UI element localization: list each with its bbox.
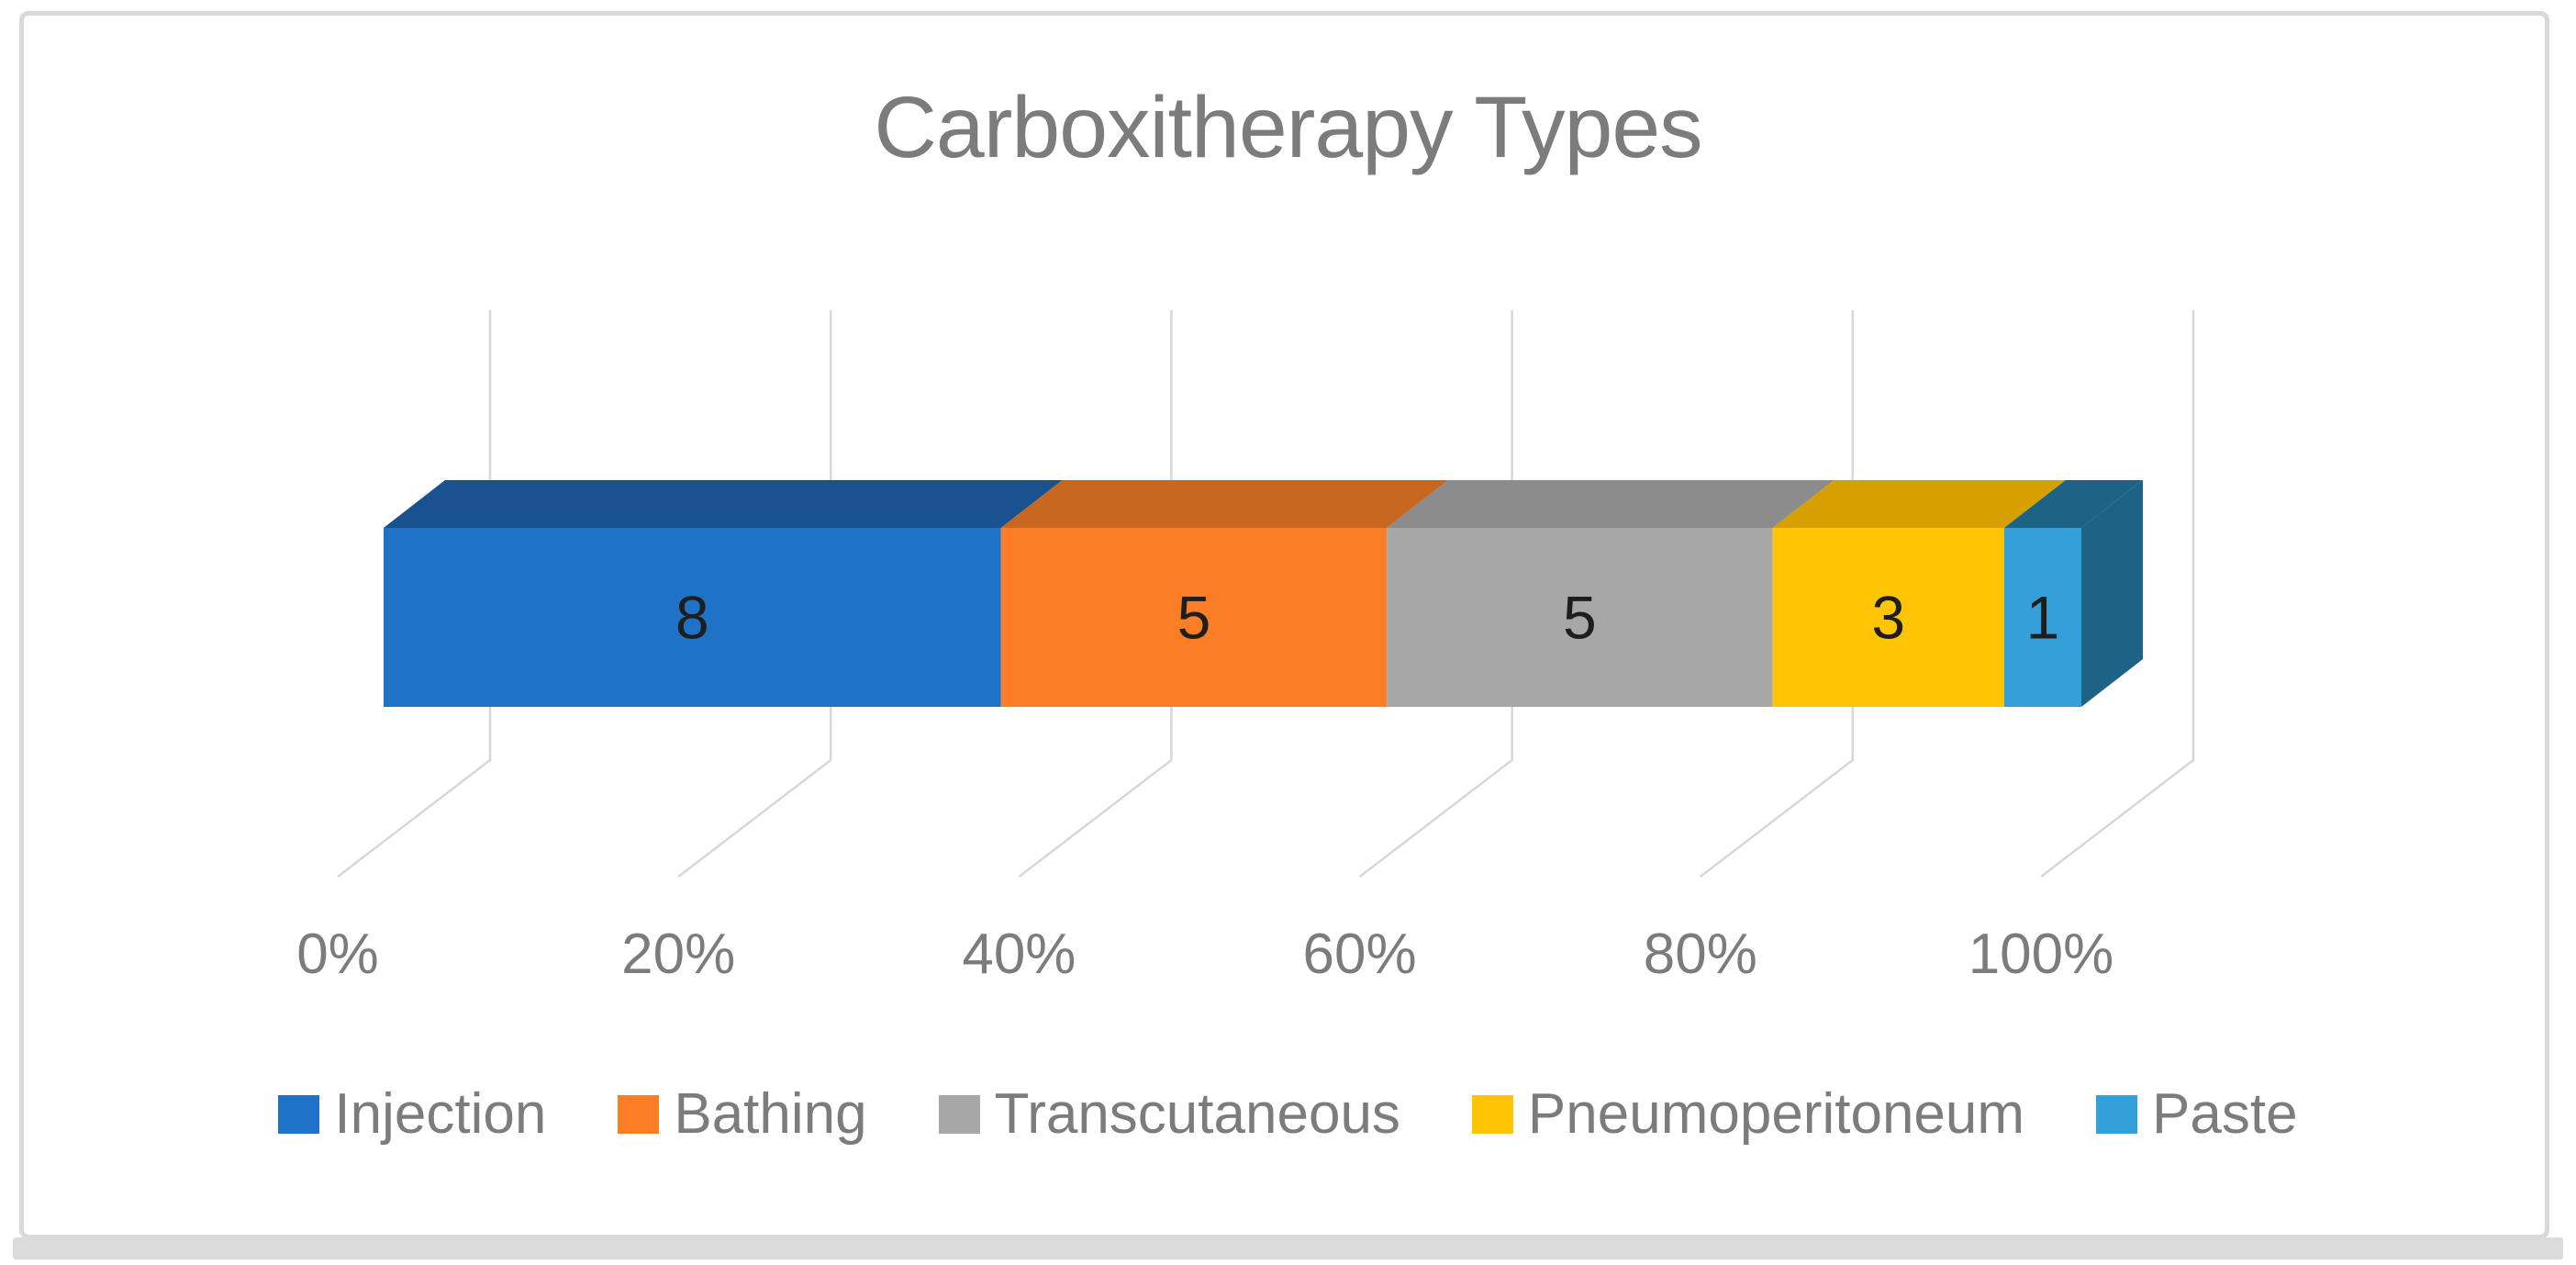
legend-item-transcutaneous: Transcutaneous — [938, 1081, 1400, 1147]
legend-swatch-bathing — [618, 1094, 660, 1134]
legend-label-paste: Paste — [2152, 1082, 2298, 1146]
bar-segment-paste-top — [2003, 480, 2143, 528]
bar-segment-injection-top — [384, 480, 1063, 528]
x-tick-label-20: 20% — [621, 923, 735, 986]
legend-item-pneumoperitoneum: Pneumoperitoneum — [1471, 1081, 2025, 1147]
bar-value-label-bathing: 5 — [1177, 584, 1211, 652]
bar-segment-bathing-front — [1000, 528, 1388, 707]
bar-segment-transcutaneous-front — [1387, 528, 1773, 707]
gridline-20 — [677, 310, 832, 878]
bottom-strip — [13, 1237, 2563, 1259]
bar-value-label-injection: 8 — [675, 584, 709, 652]
gridline-100 — [2040, 310, 2195, 878]
legend-label-pneumoperitoneum: Pneumoperitoneum — [1527, 1082, 2025, 1146]
bar-segment-transcutaneous-top — [1387, 480, 1834, 528]
legend-swatch-pneumoperitoneum — [1471, 1094, 1513, 1134]
gridline-0 — [337, 310, 492, 878]
x-tick-label-100: 100% — [1968, 923, 2114, 986]
bar-segment-bathing-top — [1000, 480, 1449, 528]
x-tick-label-0: 0% — [296, 923, 379, 986]
x-tick-label-80: 80% — [1644, 923, 1757, 986]
legend-swatch-paste — [2096, 1094, 2138, 1134]
bar-segment-paste-front — [2003, 528, 2081, 707]
bar-segment-injection-front — [384, 528, 1001, 707]
legend-swatch-transcutaneous — [938, 1094, 980, 1134]
gridline-80 — [1700, 310, 1855, 878]
legend-item-injection: Injection — [278, 1081, 546, 1147]
gridline-60 — [1358, 310, 1513, 878]
chart-title: Carboxitherapy Types — [874, 79, 1702, 176]
legend-swatch-injection — [278, 1094, 320, 1134]
bar-value-label-transcutaneous: 5 — [1563, 584, 1597, 652]
x-tick-label-60: 60% — [1303, 923, 1417, 986]
bar-value-label-pneumoperitoneum: 3 — [1871, 584, 1905, 652]
gridline-40 — [1018, 310, 1173, 878]
bar-value-label-paste: 1 — [2026, 584, 2060, 652]
legend-label-injection: Injection — [334, 1082, 547, 1146]
bar-side-face — [2081, 480, 2143, 707]
legend-item-bathing: Bathing — [618, 1081, 867, 1147]
legend-item-paste: Paste — [2096, 1081, 2298, 1147]
bar-segment-pneumoperitoneum-top — [1772, 480, 2066, 528]
legend-label-transcutaneous: Transcutaneous — [994, 1082, 1400, 1146]
x-tick-label-40: 40% — [962, 923, 1076, 986]
bar-segment-pneumoperitoneum-front — [1772, 528, 2004, 707]
legend: Injection Bathing Transcutaneous Pneumoperi… — [0, 1081, 2576, 1147]
legend-label-bathing: Bathing — [674, 1082, 867, 1146]
